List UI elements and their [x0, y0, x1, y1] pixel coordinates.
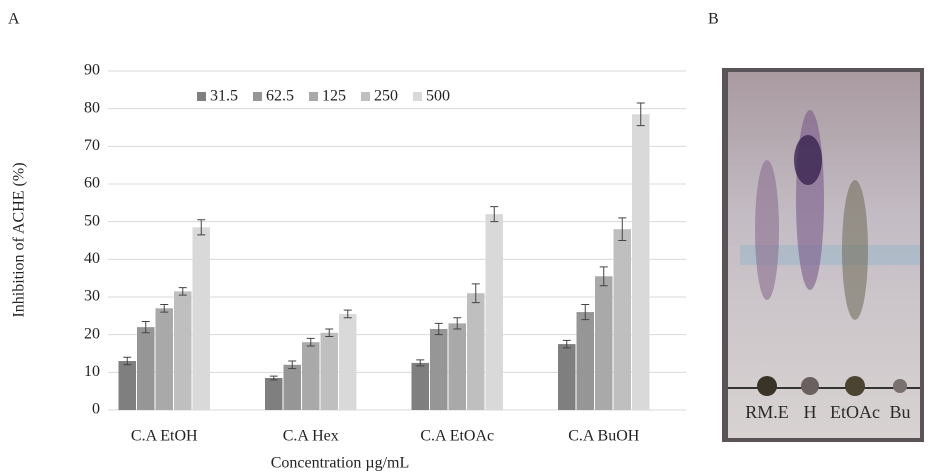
plate-label: RM.E	[745, 402, 789, 422]
bar	[192, 227, 210, 410]
error-bar	[141, 320, 150, 334]
bar	[137, 327, 155, 410]
x-tick-label: C.A EtOAc	[420, 428, 494, 445]
error-bar	[490, 206, 499, 223]
bar	[448, 323, 466, 410]
bar	[558, 344, 576, 410]
legend-swatch	[253, 92, 262, 101]
bar	[265, 377, 283, 410]
legend-swatch	[413, 92, 422, 101]
legend-label: 62.5	[266, 88, 294, 105]
error-bar	[343, 309, 352, 319]
y-tick-label: 90	[84, 62, 100, 79]
y-tick-label: 10	[84, 363, 100, 380]
x-axis-title: Concentration µg/mL	[271, 455, 410, 472]
error-bar	[269, 375, 278, 381]
x-tick-label: C.A EtOH	[131, 428, 198, 445]
x-tick-label: C.A Hex	[283, 428, 339, 445]
bar	[155, 308, 173, 410]
plate-label: Bu	[889, 402, 910, 422]
error-bar	[618, 217, 627, 241]
error-bar	[471, 283, 480, 304]
panel-label: A	[8, 11, 20, 28]
bar	[283, 364, 301, 410]
bar	[485, 214, 503, 410]
y-tick-label: 30	[84, 288, 100, 305]
plate-label: EtOAc	[830, 402, 880, 422]
bar	[430, 329, 448, 410]
bar	[632, 114, 650, 411]
y-tick-label: 70	[84, 137, 100, 154]
y-tick-label: 50	[84, 212, 100, 229]
error-bar	[581, 304, 590, 321]
y-tick-label: 0	[92, 401, 100, 418]
error-bar	[160, 304, 169, 313]
tlc-photo	[722, 68, 924, 442]
bar	[595, 276, 613, 410]
x-tick-label: C.A BuOH	[568, 428, 640, 445]
y-tick-label: 40	[84, 250, 100, 267]
y-tick-label: 20	[84, 325, 100, 342]
y-tick-label: 80	[84, 99, 100, 116]
legend-label: 500	[426, 88, 450, 105]
bar	[576, 312, 594, 410]
bar	[118, 361, 136, 410]
y-tick-label: 60	[84, 175, 100, 192]
panel-label: B	[708, 11, 719, 28]
error-bar	[288, 360, 297, 370]
error-bar	[178, 287, 187, 296]
error-bar	[434, 322, 443, 336]
error-bar	[123, 356, 132, 366]
legend-swatch	[309, 92, 318, 101]
bar	[613, 229, 631, 410]
error-bar	[197, 219, 206, 236]
error-bar	[453, 317, 462, 330]
y-axis-title: Inhibition of ACHE (%)	[11, 162, 28, 317]
error-bar	[599, 266, 608, 287]
bar	[339, 313, 357, 410]
error-bar	[636, 102, 645, 127]
legend-label: 125	[322, 88, 346, 105]
error-bar	[306, 337, 315, 347]
bar	[467, 293, 485, 410]
error-bar	[562, 339, 571, 349]
bar	[174, 291, 192, 410]
error-bar	[325, 328, 334, 338]
plate-label: H	[804, 402, 817, 422]
legend-label: 31.5	[210, 88, 238, 105]
bar	[302, 342, 320, 410]
legend-swatch	[361, 92, 370, 101]
bar	[411, 362, 429, 410]
legend-swatch	[197, 92, 206, 101]
legend-label: 250	[374, 88, 398, 105]
error-bar	[416, 359, 425, 367]
bar	[320, 332, 338, 410]
